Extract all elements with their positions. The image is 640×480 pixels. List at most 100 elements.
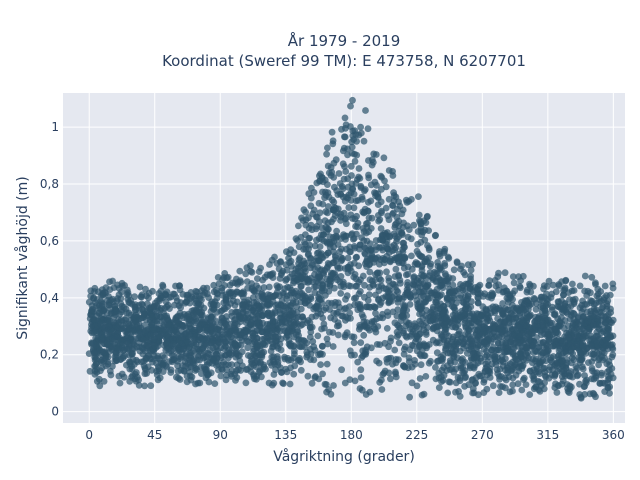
- data-point: [363, 303, 371, 311]
- data-point: [341, 114, 349, 122]
- data-point: [437, 322, 445, 330]
- data-point: [85, 298, 93, 306]
- data-point: [276, 292, 283, 300]
- data-point: [125, 358, 133, 366]
- data-point: [384, 312, 392, 319]
- data-point: [330, 309, 338, 317]
- data-point: [396, 276, 404, 284]
- data-point: [493, 366, 501, 374]
- data-point: [590, 375, 598, 383]
- data-point: [412, 330, 419, 337]
- data-point: [344, 183, 352, 191]
- data-point: [270, 371, 278, 378]
- data-point: [88, 339, 95, 347]
- data-point: [385, 167, 393, 174]
- data-point: [336, 264, 344, 272]
- data-point: [357, 339, 365, 346]
- data-point: [605, 366, 613, 374]
- data-point: [348, 333, 356, 340]
- data-point: [344, 254, 352, 262]
- data-point: [304, 279, 312, 286]
- data-point: [272, 338, 280, 346]
- data-point: [489, 351, 496, 359]
- data-point: [187, 352, 195, 359]
- data-point: [365, 214, 373, 222]
- data-point: [303, 348, 311, 356]
- data-point: [401, 253, 408, 261]
- data-point: [496, 376, 503, 383]
- data-point: [494, 315, 501, 322]
- data-point: [326, 238, 333, 246]
- data-point: [297, 305, 305, 313]
- data-point: [530, 385, 538, 393]
- data-point: [300, 206, 308, 214]
- data-point: [324, 144, 331, 152]
- data-point: [143, 292, 150, 300]
- data-point: [335, 170, 343, 177]
- data-point: [321, 380, 329, 388]
- data-point: [480, 292, 487, 300]
- data-point: [319, 370, 326, 378]
- chart-title-line1: År 1979 - 2019: [288, 31, 401, 50]
- data-point: [248, 286, 256, 293]
- data-point: [312, 312, 320, 320]
- data-point: [231, 339, 239, 347]
- data-point: [578, 308, 586, 316]
- data-point: [269, 298, 277, 305]
- data-point: [190, 341, 198, 349]
- data-point: [356, 385, 364, 392]
- data-point: [405, 284, 412, 291]
- data-point: [270, 353, 277, 360]
- data-point: [183, 372, 191, 380]
- data-point: [218, 307, 226, 314]
- data-point: [439, 377, 447, 384]
- data-point: [391, 273, 399, 280]
- data-point: [549, 281, 557, 289]
- data-point: [374, 201, 382, 209]
- data-point: [209, 337, 217, 345]
- data-point: [295, 222, 302, 230]
- data-point: [437, 300, 444, 308]
- data-point: [389, 360, 396, 368]
- data-point: [274, 304, 282, 311]
- data-point: [523, 343, 530, 351]
- data-point: [204, 290, 211, 298]
- data-point: [360, 331, 368, 339]
- data-point: [577, 393, 585, 401]
- data-point: [283, 248, 290, 256]
- data-point: [495, 389, 503, 396]
- data-point: [555, 281, 563, 288]
- data-point: [159, 362, 167, 369]
- data-point: [165, 345, 173, 353]
- data-point: [243, 307, 250, 315]
- data-point: [594, 342, 602, 349]
- data-point: [577, 349, 585, 357]
- data-point: [352, 254, 360, 261]
- data-point: [302, 294, 309, 302]
- data-point: [455, 330, 463, 338]
- data-point: [253, 334, 261, 342]
- data-point: [383, 268, 390, 276]
- data-point: [174, 367, 182, 375]
- data-point: [123, 331, 131, 339]
- x-tick-labels: 0 45 90 135 180 225 270 315 360: [85, 428, 624, 442]
- data-point: [584, 317, 592, 325]
- data-point: [545, 277, 553, 285]
- data-point: [569, 280, 576, 288]
- data-point: [100, 378, 108, 385]
- data-point: [223, 371, 231, 379]
- data-point: [449, 323, 456, 331]
- data-point: [117, 295, 125, 302]
- data-point: [232, 377, 239, 384]
- data-point: [333, 233, 341, 241]
- data-point: [330, 382, 337, 389]
- data-point: [328, 128, 336, 136]
- data-point: [351, 215, 359, 223]
- data-point: [324, 203, 332, 210]
- data-point: [351, 243, 358, 250]
- data-point: [253, 282, 260, 289]
- data-point: [457, 364, 465, 372]
- data-point: [112, 311, 119, 318]
- data-point: [133, 334, 141, 342]
- data-point: [501, 269, 509, 277]
